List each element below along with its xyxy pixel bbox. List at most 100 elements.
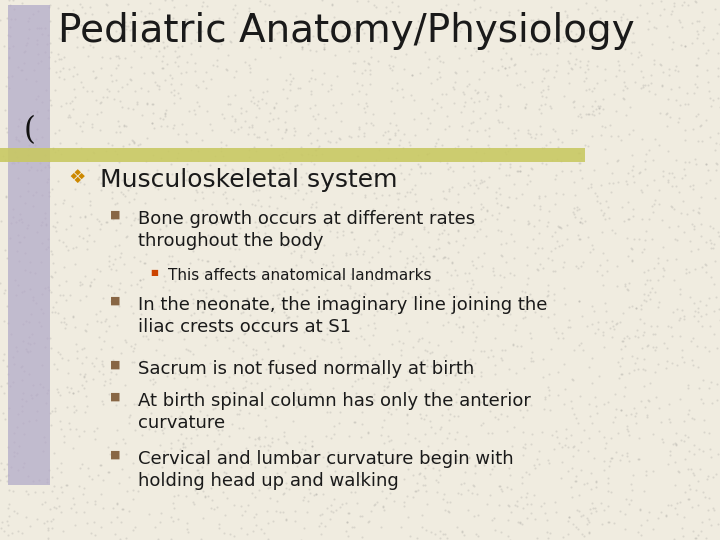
Point <box>575 110 586 118</box>
Point <box>504 269 516 278</box>
Point <box>62 28 73 36</box>
Point <box>443 289 454 298</box>
Point <box>492 415 504 424</box>
Point <box>449 266 460 275</box>
Point <box>62 481 73 489</box>
Point <box>68 6 79 15</box>
Point <box>55 55 67 63</box>
Point <box>37 446 49 455</box>
Point <box>662 22 673 31</box>
Point <box>306 151 318 159</box>
Point <box>168 85 180 94</box>
Point <box>501 412 513 421</box>
Point <box>201 182 212 191</box>
Point <box>253 228 264 237</box>
Point <box>637 80 649 89</box>
Point <box>431 139 442 147</box>
Point <box>82 463 94 472</box>
Point <box>304 477 315 486</box>
Point <box>382 288 393 297</box>
Point <box>76 280 88 288</box>
Point <box>644 508 655 516</box>
Point <box>577 102 589 110</box>
Point <box>235 463 246 472</box>
Point <box>381 290 392 299</box>
Point <box>398 497 410 506</box>
Point <box>587 241 598 249</box>
Point <box>164 71 176 79</box>
Point <box>418 481 429 489</box>
Point <box>537 373 549 381</box>
Point <box>354 181 365 190</box>
Point <box>139 232 150 241</box>
Point <box>167 13 179 22</box>
Point <box>521 500 532 508</box>
Point <box>712 49 720 57</box>
Point <box>654 60 666 69</box>
Point <box>46 523 58 532</box>
Point <box>455 377 467 386</box>
Point <box>402 464 414 473</box>
Point <box>486 64 498 72</box>
Point <box>143 453 154 461</box>
Point <box>338 388 349 397</box>
Point <box>690 0 702 6</box>
Point <box>158 43 170 51</box>
Point <box>444 497 456 506</box>
Point <box>42 161 53 170</box>
Point <box>663 399 675 408</box>
Point <box>337 500 348 509</box>
Point <box>444 185 455 193</box>
Point <box>197 308 208 316</box>
Point <box>390 153 402 162</box>
Point <box>475 368 487 377</box>
Point <box>681 89 693 97</box>
Point <box>403 327 415 336</box>
Point <box>366 281 377 289</box>
Point <box>176 42 188 51</box>
Point <box>626 48 637 57</box>
Point <box>24 522 36 531</box>
Point <box>591 78 603 87</box>
Point <box>390 131 401 139</box>
Point <box>693 53 704 62</box>
Point <box>623 215 634 224</box>
Point <box>235 405 246 414</box>
Point <box>240 377 252 386</box>
Text: ■: ■ <box>110 296 120 306</box>
Point <box>292 312 303 321</box>
Point <box>48 449 60 457</box>
Point <box>467 480 479 489</box>
Point <box>17 388 29 397</box>
Point <box>386 0 397 6</box>
Point <box>385 307 397 316</box>
Point <box>604 323 616 332</box>
Point <box>587 301 598 310</box>
Point <box>673 316 685 325</box>
Point <box>95 318 107 326</box>
Point <box>471 322 482 330</box>
Point <box>84 281 96 289</box>
Point <box>8 448 19 457</box>
Point <box>364 168 375 177</box>
Point <box>341 369 352 378</box>
Point <box>35 57 47 65</box>
Point <box>245 457 256 466</box>
Point <box>369 323 381 332</box>
Point <box>36 97 48 106</box>
Point <box>169 368 181 377</box>
Point <box>231 409 243 418</box>
Point <box>117 434 129 443</box>
Point <box>578 480 590 489</box>
Point <box>130 86 141 95</box>
Point <box>603 487 614 496</box>
Point <box>449 144 461 152</box>
Point <box>515 80 526 89</box>
Point <box>423 227 434 236</box>
Point <box>8 437 19 446</box>
Point <box>652 275 663 284</box>
Point <box>62 246 73 255</box>
Point <box>13 442 24 450</box>
Point <box>482 399 494 407</box>
Point <box>228 262 240 271</box>
